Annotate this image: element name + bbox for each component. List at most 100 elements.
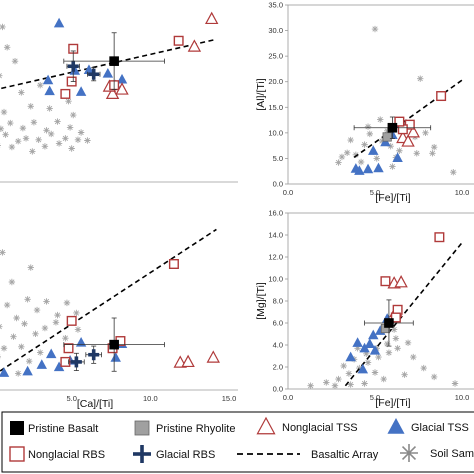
soil-sample-point [389, 163, 396, 170]
y-tick-label: 0.0 [273, 180, 283, 189]
legend-marker [256, 416, 276, 435]
plot-marks [0, 11, 219, 155]
y-tick-label: 8.0 [273, 297, 283, 306]
soil-sample-point [65, 97, 72, 105]
pristine-basalt-point [109, 339, 119, 350]
x-tick-label: 5.0 [66, 394, 76, 403]
soil-sample-point [366, 130, 373, 138]
soil-sample-point [41, 143, 49, 150]
soil-sample-point [429, 150, 436, 157]
x-tick-label: 10.0 [455, 393, 470, 402]
soil-sample-point [77, 129, 85, 136]
soil-sample-point [62, 135, 69, 142]
legend-item-pristine-rhyolite: Pristine Rhyolite [134, 420, 235, 436]
soil-sample-point [420, 364, 427, 372]
legend-box [1, 411, 474, 473]
soil-sample-point [11, 57, 19, 65]
glacial-tss-point [75, 86, 87, 96]
soil-sample-point [396, 147, 403, 154]
plot-marks [307, 232, 463, 389]
legend-label: Basaltic Array [311, 449, 379, 461]
soil-sample-point [73, 309, 80, 317]
y-tick-label: 16.0 [268, 209, 283, 218]
soil-sample-point [387, 142, 394, 150]
soil-sample-point [13, 314, 20, 322]
soil-sample-point [417, 75, 424, 82]
y-tick-label: 30.0 [268, 26, 283, 35]
soil-sample-point [10, 333, 17, 340]
x-tick-label: 15.0 [222, 394, 237, 403]
nonglacial-tss-point [401, 134, 415, 147]
glacial-tss-point [373, 162, 384, 173]
legend-label: Nonglacial RBS [28, 449, 105, 461]
nonglacial-tss-point [394, 275, 408, 288]
panel-ca-bottom: 5.0 10.0 15.0 [Ca]/[Ti] [0, 228, 238, 410]
soil-sample-point [66, 124, 74, 131]
pristine-rhyolite-point [382, 132, 392, 142]
soil-sample-point [18, 343, 25, 350]
soil-sample-point [430, 373, 438, 381]
soil-sample-point [0, 249, 6, 256]
y-tick-label: 10.0 [268, 128, 283, 137]
legend-marker [133, 445, 151, 463]
soil-sample-point [401, 120, 408, 127]
soil-sample-point [380, 375, 387, 383]
soil-sample-point [8, 143, 16, 151]
soil-sample-point [54, 311, 61, 319]
glacial-tss-point [345, 351, 356, 362]
soil-sample-point [14, 370, 22, 377]
nonglacial-rbs-point [380, 276, 391, 287]
y-tick-label: 12.0 [268, 253, 283, 262]
soil-sample-point [27, 103, 34, 110]
soil-sample-point [410, 353, 417, 361]
y-axis-label: [Al]/[Ti] [255, 78, 267, 110]
y-tick-label: 15.0 [268, 103, 283, 112]
soil-sample-point [0, 354, 1, 360]
glacial-tss-point [110, 352, 121, 362]
soil-sample-point [70, 111, 77, 119]
soil-sample-point [43, 298, 50, 305]
soil-sample-point [383, 340, 391, 348]
x-axis-label: [Fe]/[Ti] [375, 397, 410, 409]
soil-sample-point [390, 326, 398, 333]
glacial-tss-point [362, 163, 374, 174]
soil-sample-point [352, 151, 360, 159]
nonglacial-rbs-point [394, 116, 405, 127]
glacial-rbs-point [67, 60, 79, 72]
soil-sample-point [373, 155, 380, 162]
soil-sample-point [343, 149, 351, 157]
soil-sample-point [451, 380, 459, 387]
panel-fe-mg: 0.0 2.0 4.0 6.0 8.0 10.0 12.0 14.0 16.0 0.0 5.0 10.… [255, 209, 474, 409]
soil-sample-point [52, 319, 60, 326]
panel-ca-top [0, 11, 238, 183]
legend-marker [134, 420, 150, 436]
legend: Pristine Basalt Pristine Rhyolite Nonglaci… [1, 411, 474, 473]
soil-sample-point [307, 382, 314, 389]
y-tick-label: 20.0 [268, 77, 283, 86]
glacial-tss-point [116, 73, 128, 84]
y-tick-label: 2.0 [273, 363, 283, 372]
legend-marker [387, 418, 405, 434]
x-tick-label: 5.0 [370, 188, 380, 197]
nonglacial-tss-point [204, 11, 219, 25]
panel-fe-al: 0.0 5.0 10.0 15.0 20.0 25.0 30.0 35.0 0.0 5.0 10.0… [255, 1, 474, 204]
glacial-tss-point [368, 329, 379, 340]
y-tick-label: 14.0 [268, 231, 283, 240]
plot-marks [335, 25, 463, 176]
legend-label: Glacial TSS [411, 422, 469, 434]
soil-sample-point [2, 131, 9, 138]
soil-sample-point [347, 381, 354, 388]
legend-item-soil: Soil Sam [400, 444, 474, 462]
legend-item-glacial-rbs: Glacial RBS [133, 445, 215, 463]
soil-sample-point [364, 123, 372, 130]
plot-frame [287, 4, 474, 185]
soil-sample-point [18, 89, 25, 96]
glacial-tss-point [83, 64, 95, 75]
soil-sample-point [356, 364, 363, 372]
soil-sample-point [422, 129, 429, 137]
soil-sample-point [0, 143, 1, 148]
soil-sample-point [354, 345, 361, 352]
soil-sample-point [371, 25, 379, 33]
soil-sample-point [3, 44, 11, 51]
